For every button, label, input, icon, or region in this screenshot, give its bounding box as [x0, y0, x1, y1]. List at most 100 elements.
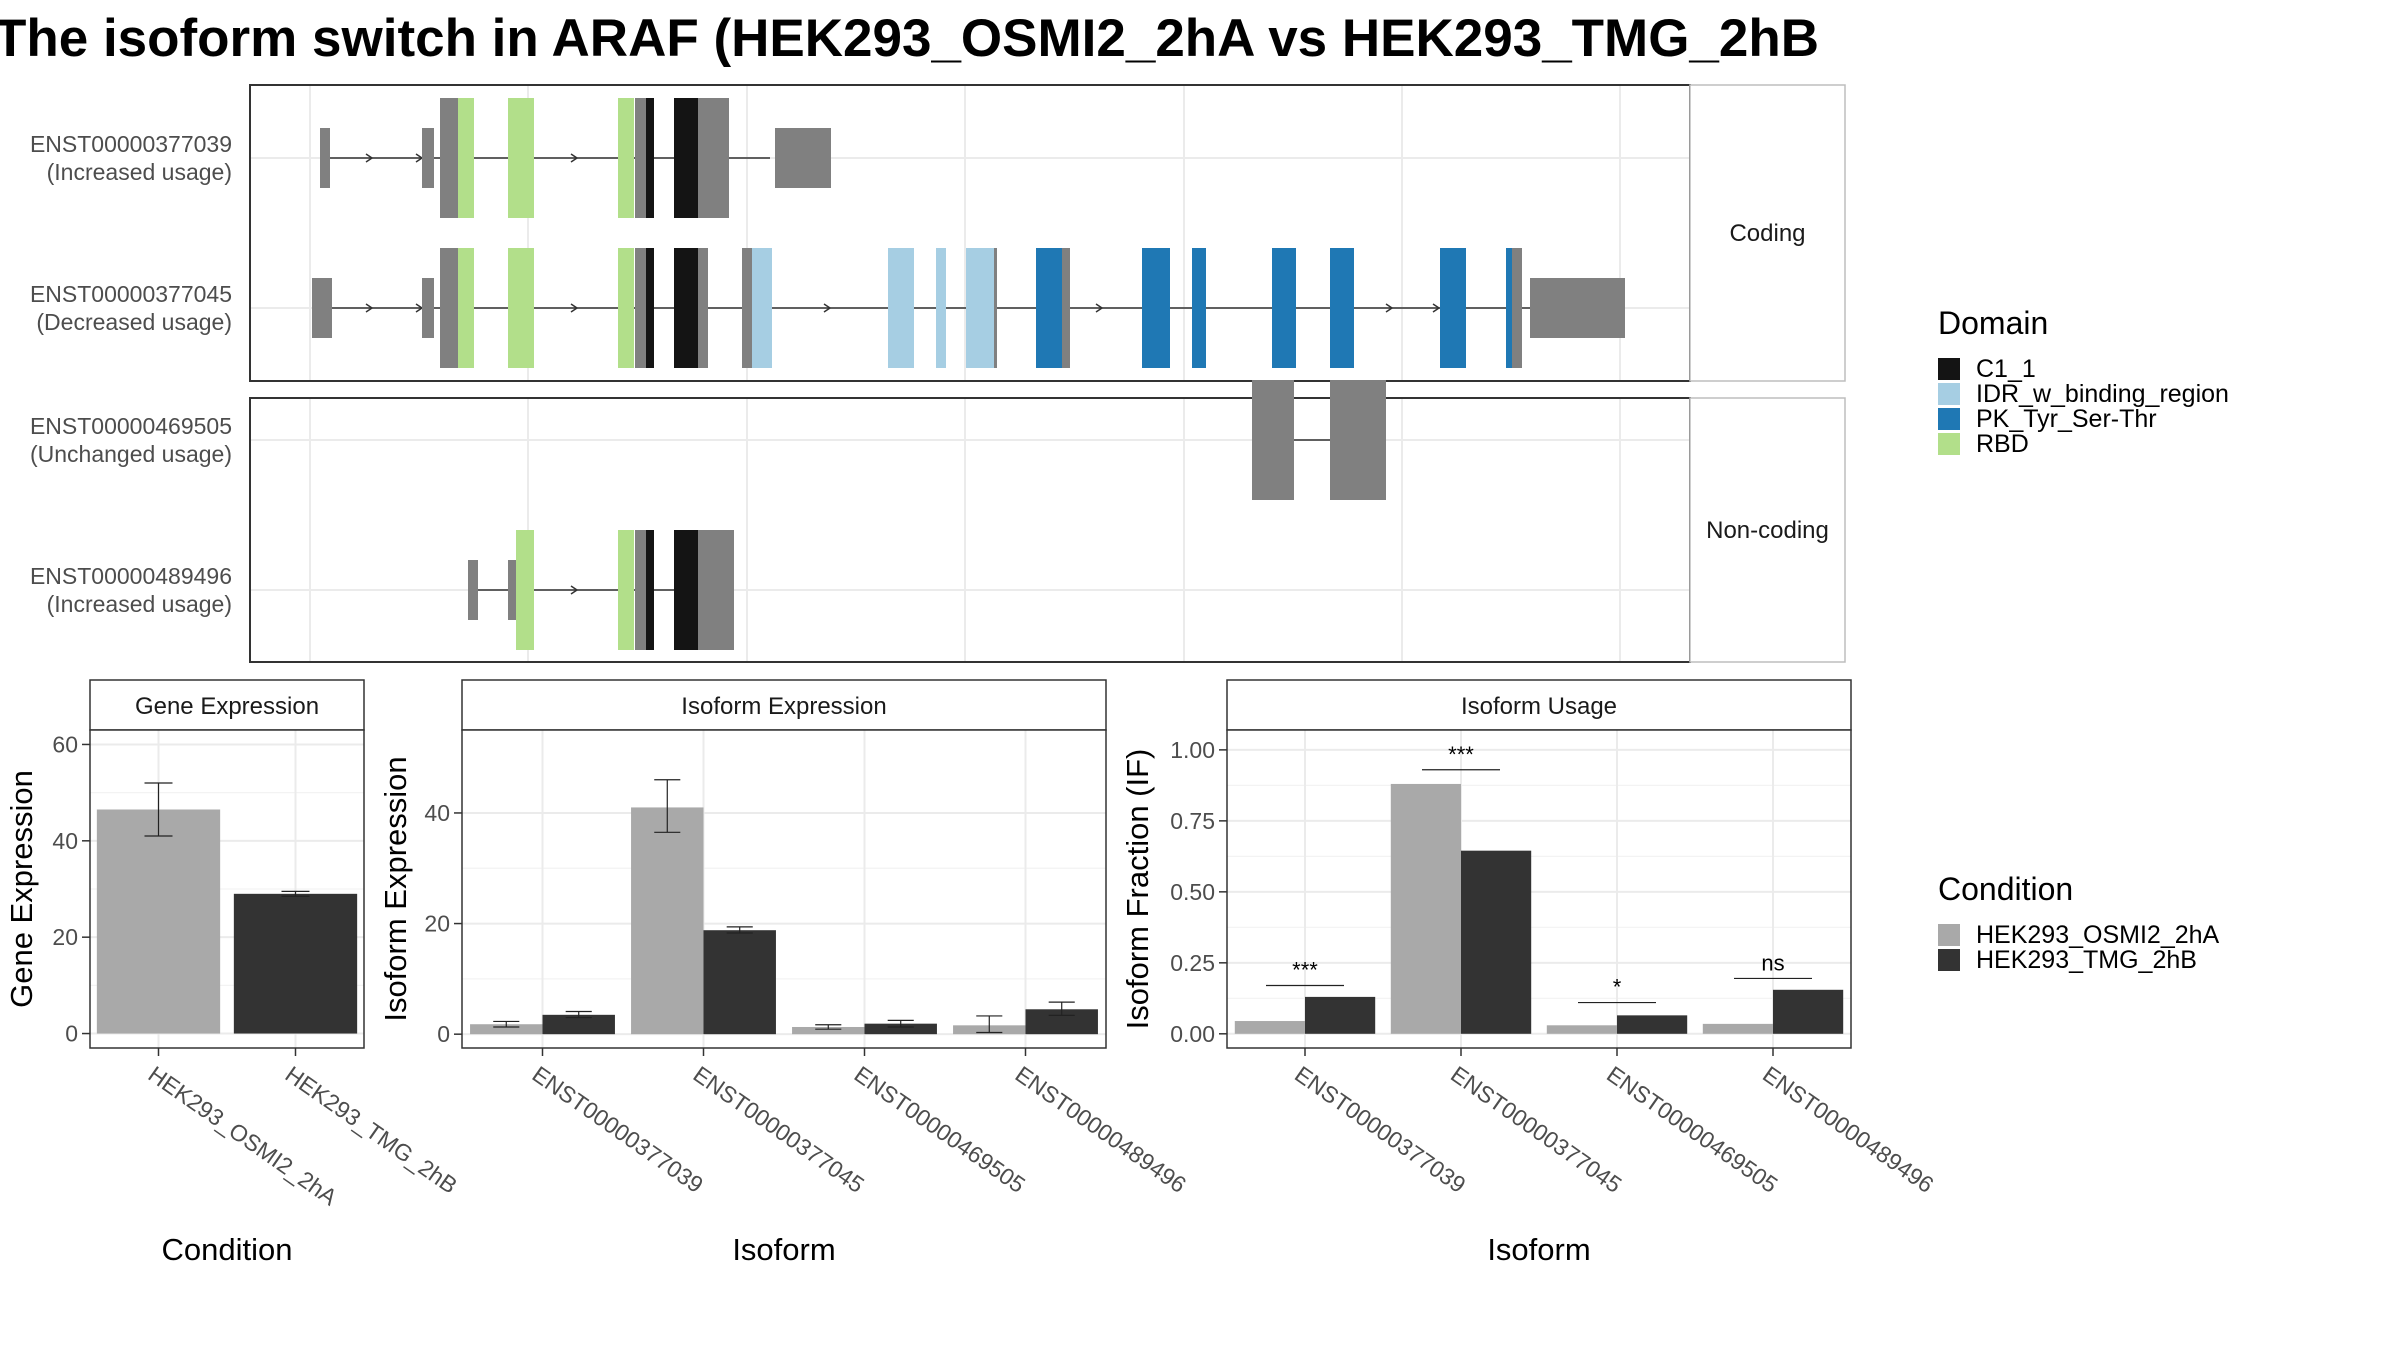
- domain-segment-pk_tyr_ser-thr: [1142, 248, 1170, 368]
- isoform-usage-label: (Increased usage): [47, 591, 232, 617]
- bar: [1773, 989, 1844, 1034]
- bar: [96, 809, 221, 1034]
- strand-arrow: [365, 153, 374, 163]
- bar: [542, 1014, 615, 1035]
- legend-label: RBD: [1976, 430, 2029, 458]
- domain-segment-rbd: [458, 248, 474, 368]
- y-tick-label: 40: [52, 828, 78, 854]
- facet-strip: [1689, 397, 1846, 663]
- strand-arrow: [570, 153, 579, 163]
- bar: [1617, 1015, 1688, 1034]
- chart-strip: [1226, 679, 1852, 731]
- plot-border: [461, 729, 1107, 1049]
- domain-segment-idr_w_binding_region: [966, 248, 994, 368]
- isoform-usage-label: (Decreased usage): [36, 309, 232, 335]
- isoform-id-label: ENST00000489496: [30, 563, 232, 589]
- bar: [631, 807, 704, 1035]
- domain-segment-idr_w_binding_region: [936, 248, 946, 368]
- x-tick-label: ENST00000377039: [528, 1061, 708, 1198]
- bar: [1234, 1021, 1305, 1034]
- x-tick-label: ENST00000377045: [1446, 1061, 1626, 1198]
- strand-arrow: [823, 303, 832, 313]
- domain-segment-idr_w_binding_region: [752, 248, 772, 368]
- domain-segment-c1_1: [646, 248, 654, 368]
- y-tick-label: 0: [65, 1021, 78, 1047]
- isoform-usage-label: (Unchanged usage): [30, 441, 232, 467]
- domain-segment-c1_1: [674, 530, 698, 650]
- bar: [864, 1023, 937, 1035]
- domain-segment-c1_1: [674, 248, 698, 368]
- x-tick-label: ENST00000489496: [1758, 1061, 1938, 1198]
- coding-exon: [1512, 248, 1522, 368]
- transcript-structure-panel: Coding Non-coding ENST00000377039 (Increase…: [30, 84, 1846, 663]
- legend-key: [1938, 949, 1960, 971]
- utr-exon: [468, 560, 478, 620]
- x-axis-label: Isoform: [1487, 1232, 1590, 1267]
- y-tick-label: 20: [424, 911, 450, 937]
- isoform-usage-chart: Isoform Usage *** ENST00000377039 *** ENST00…: [1120, 679, 1939, 1267]
- chart-title: Isoform Expression: [681, 693, 886, 720]
- x-tick-label: ENST00000469505: [1602, 1061, 1782, 1198]
- strand-arrow: [1432, 303, 1441, 313]
- strand-arrow: [1095, 303, 1104, 313]
- legend-key: [1938, 383, 1960, 405]
- utr-exon: [1530, 278, 1625, 338]
- domain-segment-rbd: [508, 248, 534, 368]
- y-tick-label: 0.00: [1170, 1021, 1215, 1047]
- domain-segment-pk_tyr_ser-thr: [1272, 248, 1296, 368]
- facet-strip-label: Non-coding: [1706, 517, 1829, 544]
- significance-label: ***: [1292, 958, 1318, 983]
- domain-segment-rbd: [508, 98, 534, 218]
- isoform-id-label: ENST00000469505: [30, 413, 232, 439]
- domain-segment-pk_tyr_ser-thr: [1330, 248, 1354, 368]
- legend-key: [1938, 433, 1960, 455]
- domain-segment-rbd: [618, 98, 634, 218]
- bar: [233, 893, 358, 1034]
- isoform-id-label: ENST00000377039: [30, 131, 232, 157]
- domain-segment-pk_tyr_ser-thr: [1192, 248, 1206, 368]
- plot-background: [462, 730, 1106, 1048]
- y-tick-label: 20: [52, 924, 78, 950]
- domain-segment-c1_1: [646, 98, 654, 218]
- isoform-id-label: ENST00000377045: [30, 281, 232, 307]
- domain-segment-rbd: [618, 248, 634, 368]
- domain-segment-pk_tyr_ser-thr: [1036, 248, 1062, 368]
- utr-exon: [422, 278, 434, 338]
- facet-strip-label: Coding: [1729, 220, 1805, 247]
- utr-exon: [320, 128, 330, 188]
- domain-segment-pk_tyr_ser-thr: [1440, 248, 1466, 368]
- coding-exon: [698, 98, 708, 218]
- plot-border: [1226, 729, 1852, 1049]
- bar: [1461, 850, 1532, 1034]
- y-tick-label: 1.00: [1170, 737, 1215, 763]
- figure-title: The isoform switch in ARAF (HEK293_OSMI2…: [0, 9, 1819, 68]
- strand-arrow: [1385, 303, 1394, 313]
- x-axis-label: Isoform: [732, 1232, 835, 1267]
- x-tick-label: ENST00000469505: [850, 1061, 1030, 1198]
- y-axis-label: Isoform Expression: [378, 756, 413, 1021]
- legend-key: [1938, 358, 1960, 380]
- condition-legend-title: Condition: [1938, 871, 2073, 907]
- domain-segment-idr_w_binding_region: [888, 248, 914, 368]
- bar: [1305, 996, 1376, 1034]
- coding-exon: [1252, 380, 1294, 500]
- utr-exon: [818, 128, 830, 188]
- bar: [470, 1024, 543, 1035]
- legend-label: HEK293_OSMI2_2hA: [1976, 921, 2220, 949]
- strand-arrow: [570, 303, 579, 313]
- coding-exon: [742, 248, 754, 368]
- isoform-expression-chart: Isoform Expression ENST00000377039 ENST000…: [378, 679, 1191, 1267]
- coding-exon: [440, 98, 458, 218]
- bar: [1702, 1023, 1773, 1034]
- coding-exon: [698, 530, 734, 650]
- coding-exon: [635, 248, 647, 368]
- chart-title: Isoform Usage: [1461, 693, 1617, 720]
- chart-strip: [461, 679, 1107, 731]
- domain-segment-pk_tyr_ser-thr: [1506, 248, 1512, 368]
- bar: [1390, 783, 1461, 1034]
- coding-exon: [635, 530, 647, 650]
- domain-legend-title: Domain: [1938, 305, 2048, 341]
- bar: [1546, 1025, 1617, 1034]
